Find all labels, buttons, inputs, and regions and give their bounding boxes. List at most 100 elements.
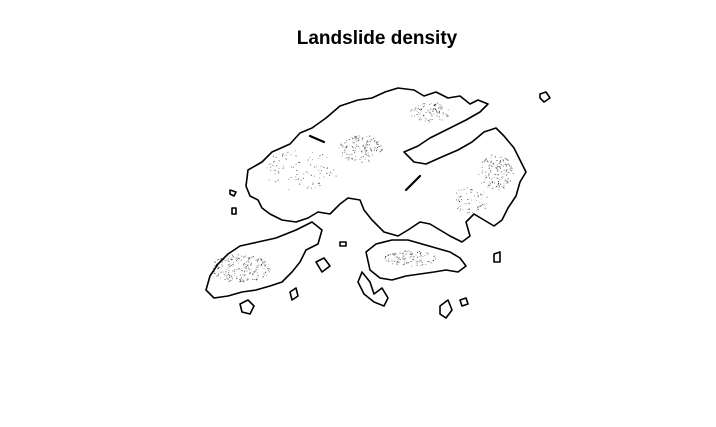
- density-point: [322, 154, 324, 156]
- density-point: [228, 269, 230, 271]
- density-point: [493, 176, 495, 178]
- density-point: [373, 139, 375, 141]
- density-point: [438, 107, 439, 109]
- density-point: [446, 115, 448, 117]
- density-point: [439, 106, 440, 108]
- density-point: [234, 272, 236, 274]
- density-point: [365, 153, 367, 155]
- density-point: [406, 262, 408, 264]
- density-point: [285, 158, 287, 160]
- density-point: [244, 271, 245, 273]
- density-point: [365, 151, 366, 153]
- density-point: [497, 174, 499, 176]
- density-point: [498, 183, 499, 185]
- density-point: [235, 258, 237, 260]
- density-point: [238, 268, 240, 270]
- density-point: [478, 174, 480, 176]
- density-point: [314, 166, 316, 168]
- density-point: [462, 208, 464, 210]
- density-point: [420, 119, 422, 121]
- density-point: [499, 166, 501, 168]
- density-point: [315, 187, 316, 188]
- density-point: [217, 259, 219, 260]
- density-point: [467, 209, 469, 210]
- density-point: [422, 103, 424, 105]
- density-point: [428, 261, 430, 263]
- density-point: [507, 182, 509, 184]
- density-point: [376, 149, 378, 150]
- density-point: [485, 171, 487, 173]
- density-point: [395, 256, 397, 258]
- density-point: [487, 175, 489, 177]
- density-point: [459, 197, 460, 199]
- density-point: [427, 120, 429, 121]
- density-point: [268, 179, 270, 181]
- density-point: [217, 268, 219, 270]
- density-point: [221, 258, 223, 260]
- density-point: [459, 210, 461, 212]
- density-point: [312, 183, 314, 185]
- density-point: [345, 157, 347, 159]
- density-point: [241, 270, 243, 271]
- density-point: [397, 258, 399, 260]
- density-point: [496, 186, 497, 188]
- density-point: [419, 256, 421, 258]
- density-point: [229, 255, 231, 257]
- density-point: [230, 265, 232, 267]
- density-point: [434, 259, 436, 261]
- density-points-layer: [212, 102, 514, 283]
- density-point: [396, 262, 398, 264]
- density-point: [236, 278, 238, 279]
- density-point: [353, 135, 355, 137]
- density-point: [492, 182, 493, 184]
- density-point: [413, 259, 415, 261]
- density-point: [214, 265, 216, 267]
- density-point: [366, 144, 368, 146]
- plot-title: Landslide density: [296, 28, 458, 49]
- density-point: [505, 180, 507, 182]
- density-point: [440, 105, 442, 107]
- density-point: [354, 150, 356, 152]
- density-point: [484, 178, 486, 180]
- density-point: [495, 186, 497, 188]
- density-point: [257, 258, 259, 260]
- density-point: [485, 176, 487, 178]
- density-point: [256, 277, 258, 279]
- density-point: [356, 137, 358, 139]
- density-point: [481, 172, 483, 174]
- density-point: [232, 264, 234, 266]
- density-point: [373, 148, 375, 150]
- density-point: [446, 114, 448, 116]
- density-point: [404, 258, 406, 260]
- density-point: [499, 162, 501, 163]
- density-point: [267, 268, 269, 270]
- density-point: [423, 105, 425, 107]
- density-point: [494, 173, 496, 175]
- density-point: [392, 253, 394, 255]
- density-point: [403, 263, 405, 265]
- density-point: [511, 169, 513, 171]
- density-point: [394, 253, 396, 255]
- density-point: [447, 109, 449, 111]
- density-point: [424, 120, 426, 122]
- density-point: [472, 189, 474, 191]
- density-point: [477, 209, 479, 210]
- density-point: [429, 111, 430, 113]
- density-point: [232, 265, 234, 267]
- density-point: [438, 111, 440, 113]
- density-point: [430, 112, 432, 114]
- density-point: [356, 136, 357, 138]
- density-point: [376, 147, 378, 148]
- density-point: [310, 174, 312, 176]
- density-point: [371, 154, 373, 156]
- density-point: [463, 203, 465, 205]
- density-point: [489, 164, 491, 166]
- density-point: [364, 146, 366, 148]
- density-point: [402, 256, 404, 258]
- density-point: [416, 262, 418, 264]
- density-point: [427, 261, 429, 262]
- density-point: [412, 253, 413, 255]
- density-point: [481, 194, 483, 196]
- density-point: [393, 260, 395, 262]
- density-point: [346, 146, 348, 147]
